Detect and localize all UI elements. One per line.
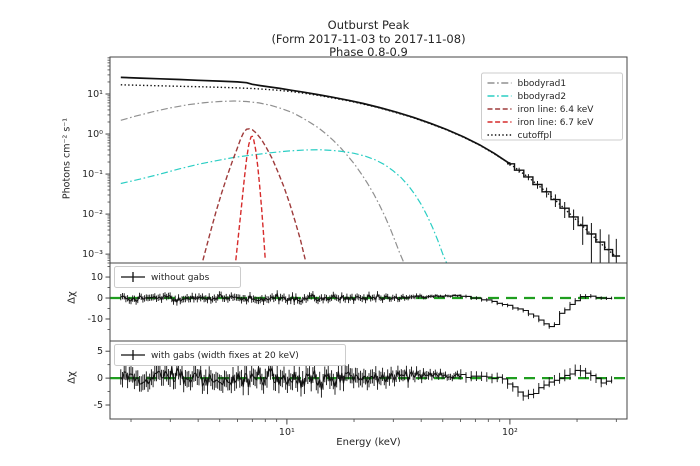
residual-errorbars-res1 bbox=[120, 290, 613, 329]
legend-res1: without gabs bbox=[114, 266, 241, 288]
xtick-label: 10¹ bbox=[279, 427, 295, 438]
spine-res2 bbox=[109, 340, 628, 420]
legend-res2: with gabs (width fixes at 20 keV) bbox=[114, 344, 346, 366]
series-total bbox=[120, 76, 511, 165]
legend-label: cutoffpl bbox=[518, 131, 552, 141]
panel-res2 bbox=[110, 358, 627, 401]
legend-label: with gabs (width fixes at 20 keV) bbox=[151, 351, 299, 361]
legend-box bbox=[114, 344, 346, 366]
legend-box bbox=[114, 266, 241, 288]
total-hist-steps bbox=[507, 163, 621, 257]
chart-title: Outburst Peak (Form 2017-11-03 to 2017-1… bbox=[110, 18, 627, 60]
chart-title-line-1: Outburst Peak bbox=[327, 18, 410, 32]
series-bbodyrad1 bbox=[120, 100, 405, 263]
ytick-label: 0 bbox=[97, 293, 103, 304]
legend-label: iron line: 6.7 keV bbox=[518, 118, 595, 128]
legend-box bbox=[481, 72, 623, 141]
y-axis-label-res2: Δχ bbox=[66, 371, 78, 384]
ytick-label: 10⁻³ bbox=[82, 249, 103, 260]
ytick-label: 5 bbox=[97, 346, 103, 357]
ytick-label: 10⁻² bbox=[82, 209, 103, 220]
chart-title-line-2: (Form 2017-11-03 to 2017-11-08) bbox=[271, 31, 466, 46]
legend-label: iron line: 6.4 keV bbox=[518, 105, 595, 115]
chart-title-line-3: Phase 0.8-0.9 bbox=[329, 45, 408, 59]
ytick-label: 10⁻¹ bbox=[82, 169, 103, 180]
xtick-label: 10² bbox=[502, 427, 518, 438]
legend-spectrum: bbodyrad1 bbodyrad2 iron line: 6.4 keV iron… bbox=[481, 72, 623, 141]
panel-spectrum bbox=[120, 76, 621, 263]
y-axis-label-spectrum: Photons cm⁻² s⁻¹ bbox=[61, 117, 73, 200]
series-iron-line-6.7-kev bbox=[235, 135, 266, 261]
legend-label: without gabs bbox=[151, 273, 210, 283]
ytick-label: 10⁰ bbox=[87, 129, 103, 140]
axes-frame: 10¹ 10⁰ 10⁻¹ 10⁻² 10⁻³ 10 0 -10 5 0 -5 10¹ 10² bbox=[82, 56, 628, 438]
ytick-label: -5 bbox=[94, 400, 103, 411]
residual-line-res2 bbox=[120, 365, 613, 397]
ytick-label: 10 bbox=[91, 272, 103, 283]
ytick-label: 10¹ bbox=[87, 89, 103, 100]
legend-label: bbodyrad2 bbox=[518, 92, 567, 102]
total-hist-errorbars bbox=[509, 162, 617, 263]
panel-res1 bbox=[110, 290, 627, 329]
legend-label: bbodyrad1 bbox=[518, 79, 567, 89]
series-bbodyrad2 bbox=[120, 149, 448, 263]
ytick-label: -10 bbox=[87, 314, 103, 325]
residual-line-res1 bbox=[120, 291, 613, 328]
ytick-label: 0 bbox=[97, 373, 103, 384]
x-axis-label: Energy (keV) bbox=[336, 437, 401, 448]
series-iron-line-6.4-kev bbox=[202, 128, 307, 261]
